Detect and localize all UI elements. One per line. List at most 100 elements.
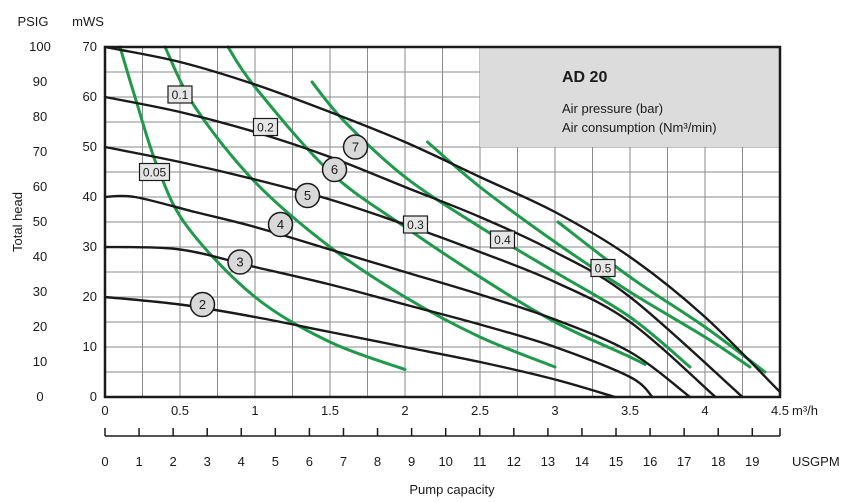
y-tick-label: 10	[83, 339, 97, 354]
pressure-label-bubble	[294, 182, 321, 209]
air-consumption-curve-0-5	[556, 220, 767, 374]
x2-tick-label: 2	[170, 454, 177, 469]
y2-tick-label: 60	[33, 179, 47, 194]
consumption-label-text: 0.3	[407, 218, 424, 232]
y-tick-label: 0	[90, 389, 97, 404]
air-consumption-curve-0-1	[163, 45, 557, 369]
plot-frame	[103, 45, 782, 437]
air-consumption-curve-0-3	[310, 80, 692, 369]
y2-tick-label: 80	[33, 109, 47, 124]
x2-tick-label: 18	[711, 454, 725, 469]
y-tick-label: 70	[83, 39, 97, 54]
x-axis-unit: m³/h	[792, 403, 818, 418]
y2-tick-label: 30	[33, 284, 47, 299]
x2-tick-label: 16	[643, 454, 657, 469]
legend-air-consumption: Air consumption (Nm³/min)	[562, 120, 717, 135]
air-pressure-curve-3	[103, 245, 654, 399]
x-tick-label: 3.5	[621, 403, 639, 418]
air-pressure-curves	[103, 45, 782, 399]
air-pressure-curve-6	[103, 95, 744, 399]
x2-tick-label: 10	[438, 454, 452, 469]
y-axis-unit: mWS	[72, 14, 104, 29]
x-tick-label: 2.5	[471, 403, 489, 418]
consumption-label-text: 0.05	[143, 166, 167, 180]
consumption-label-box	[489, 230, 516, 249]
y2-tick-label: 100	[29, 39, 51, 54]
x-tick-label: 1.5	[321, 403, 339, 418]
consumption-label-box	[167, 85, 193, 104]
y2-tick-label: 70	[33, 144, 47, 159]
x2-tick-label: 11	[473, 454, 487, 469]
y2-tick-label: 90	[33, 74, 47, 89]
y-tick-label: 50	[83, 139, 97, 154]
air-pressure-curve-4	[103, 194, 692, 399]
consumption-label-box	[402, 215, 429, 234]
x2-tick-label: 0	[101, 454, 108, 469]
y-tick-label: 20	[83, 289, 97, 304]
x2-tick-label: 3	[204, 454, 211, 469]
consumption-label-text: 0.4	[494, 233, 511, 247]
legend-title: AD 20	[562, 69, 607, 86]
air-consumption-curves	[118, 45, 767, 374]
y-tick-label: 60	[83, 89, 97, 104]
axes: mWS PSIG m³/h USGPM Total head Pump capa…	[10, 14, 840, 497]
pressure-label-bubble	[267, 211, 294, 238]
x2-tick-label: 8	[374, 454, 381, 469]
y2-tick-label: 50	[33, 214, 47, 229]
legend-background	[480, 47, 780, 147]
x-tick-label: 1	[251, 403, 258, 418]
x2-tick-label: 13	[541, 454, 555, 469]
pressure-label-bubble	[189, 291, 216, 318]
pressure-label-6: 6	[321, 156, 348, 183]
pressure-label-5: 5	[294, 182, 321, 209]
x-tick-label: 0.5	[171, 403, 189, 418]
consumption-label-text: 0.1	[172, 88, 189, 102]
y2-tick-label: 0	[36, 389, 43, 404]
consumption-label-0-4: 0.4	[489, 230, 516, 249]
pressure-label-2: 2	[189, 291, 216, 318]
x2-tick-label: 19	[745, 454, 759, 469]
y2-tick-label: 10	[33, 354, 47, 369]
curve-labels: 2 3 4 5 67 0.05 0.1 0.2 0.3 0.4 0.5	[138, 85, 616, 318]
x2-tick-label: 15	[609, 454, 623, 469]
pressure-label-3: 3	[227, 249, 253, 275]
air-consumption-curve-0-4	[426, 140, 752, 369]
pressure-label-4: 4	[267, 211, 294, 238]
consumption-label-box	[590, 258, 616, 278]
x2-axis-unit: USGPM	[792, 454, 840, 469]
plot-border	[103, 45, 782, 399]
y-tick-label: 40	[83, 189, 97, 204]
pressure-label-7: 7	[342, 134, 369, 160]
consumption-label-0-05: 0.05	[138, 162, 171, 182]
x2-tick-label: 6	[306, 454, 313, 469]
consumption-label-0-5: 0.5	[590, 258, 616, 278]
air-pressure-curve-2	[103, 295, 617, 399]
legend-air-pressure: Air pressure (bar)	[562, 101, 663, 116]
consumption-label-box	[138, 162, 171, 182]
consumption-label-box	[252, 117, 279, 137]
consumption-label-0-1: 0.1	[167, 85, 193, 104]
y-axis-title: Total head	[10, 192, 25, 252]
consumption-label-0-2: 0.2	[252, 117, 279, 137]
x2-tick-label: 5	[272, 454, 279, 469]
consumption-label-text: 0.5	[595, 262, 612, 276]
x-tick-label: 2	[401, 403, 408, 418]
consumption-label-0-3: 0.3	[402, 215, 429, 234]
pressure-label-bubble	[342, 134, 369, 160]
y-tick-label: 30	[83, 239, 97, 254]
x2-tick-label: 1	[135, 454, 142, 469]
y2-axis-unit: PSIG	[17, 14, 48, 29]
pressure-label-text: 3	[236, 255, 243, 270]
x2-tick-label: 9	[408, 454, 415, 469]
pressure-label-text: 4	[277, 217, 284, 232]
pressure-label-text: 6	[331, 162, 338, 177]
x-tick-label: 4.5	[771, 403, 789, 418]
pressure-label-text: 2	[199, 297, 206, 312]
x-axis-title: Pump capacity	[409, 482, 495, 497]
x-tick-label: 0	[101, 403, 108, 418]
x-tick-label: 4	[701, 403, 708, 418]
x2-tick-label: 12	[507, 454, 521, 469]
x2-tick-label: 17	[677, 454, 691, 469]
